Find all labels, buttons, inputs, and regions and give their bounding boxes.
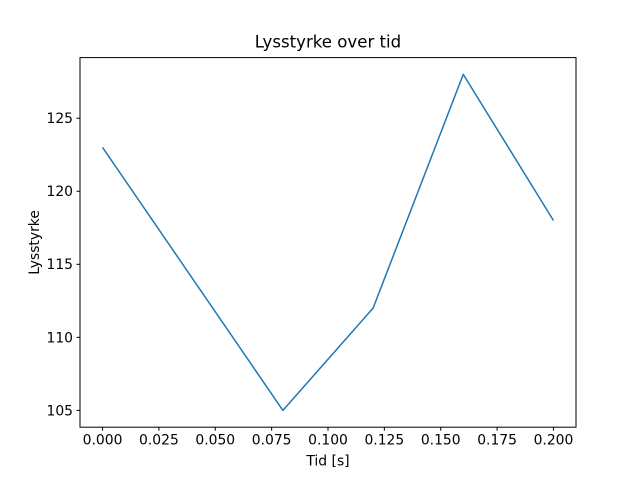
y-tick-label: 125 bbox=[46, 111, 73, 127]
y-tick-label: 120 bbox=[46, 184, 73, 200]
x-tick-label: 0.050 bbox=[195, 433, 235, 449]
x-axis-label: Tid [s] bbox=[305, 454, 349, 470]
x-tick-label: 0.175 bbox=[477, 433, 517, 449]
y-tick-label: 105 bbox=[46, 403, 73, 419]
x-tick-label: 0.025 bbox=[139, 433, 179, 449]
y-tick-label: 110 bbox=[46, 330, 73, 346]
x-tick-label: 0.125 bbox=[364, 433, 404, 449]
x-tick-label: 0.000 bbox=[83, 433, 123, 449]
chart-title: Lysstyrke over tid bbox=[255, 33, 401, 52]
data-line-lysstyrke bbox=[101, 73, 555, 412]
x-tick-label: 0.100 bbox=[308, 433, 348, 449]
y-tick-label: 115 bbox=[46, 257, 73, 273]
y-axis-ticks: 105 110 115 120 125 bbox=[46, 111, 80, 419]
x-tick-label: 0.150 bbox=[421, 433, 461, 449]
x-tick-label: 0.075 bbox=[252, 433, 292, 449]
x-axis-ticks: 0.000 0.025 0.050 0.075 0.100 0.125 0.150 0.175… bbox=[83, 427, 574, 449]
axes-frame bbox=[79, 57, 577, 428]
y-axis-label: Lysstyrke bbox=[27, 210, 43, 275]
x-tick-label: 0.200 bbox=[534, 433, 574, 449]
